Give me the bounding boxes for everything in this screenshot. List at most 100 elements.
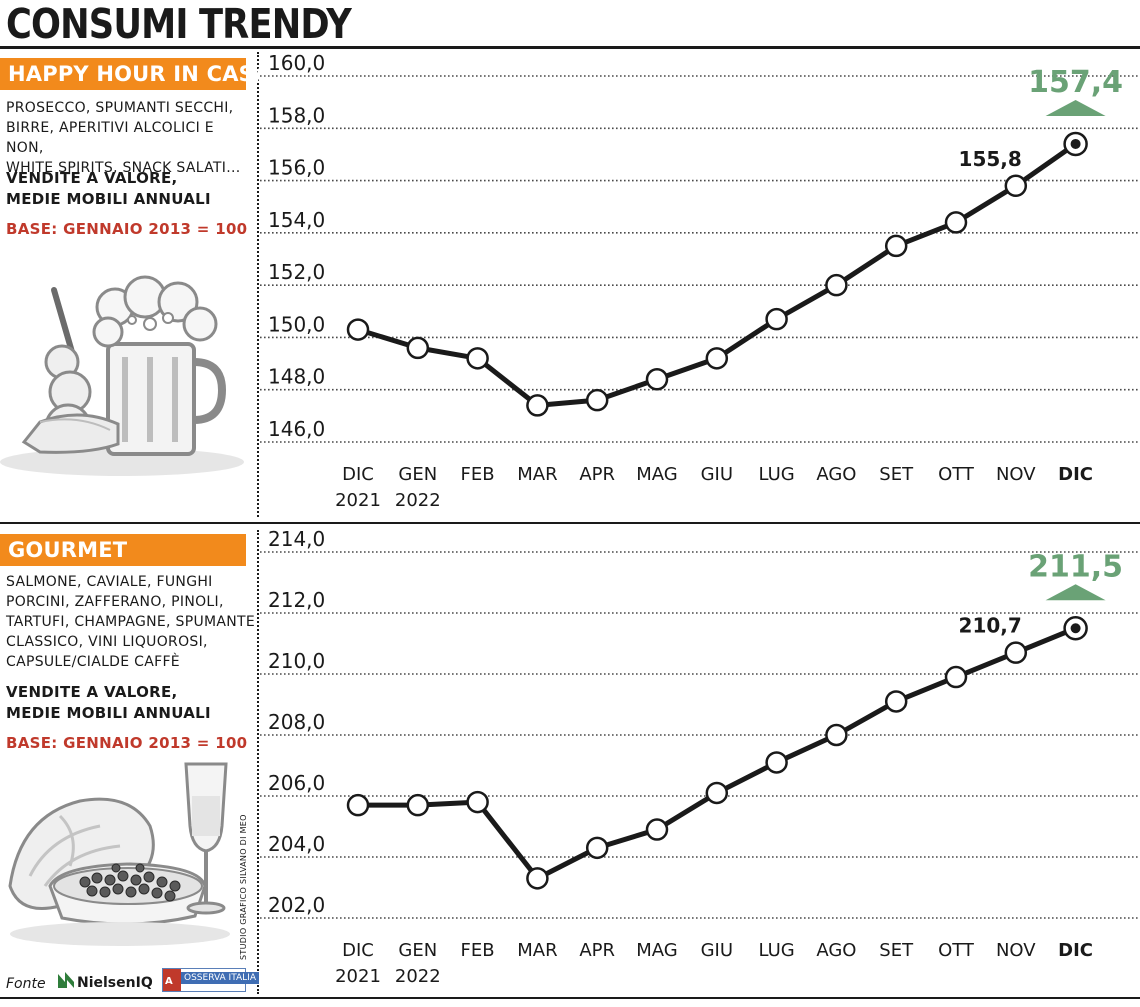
- data-label: 210,7: [959, 614, 1022, 638]
- data-point: [346, 793, 370, 817]
- source-osserva: OSSERVA ITALIA: [181, 972, 259, 984]
- gourmet-chart: 202,0 204,0 206,0 208,0 210,0 212,0 214,0 DIC 20…: [260, 528, 1138, 987]
- x-tick-label: GEN: [398, 464, 437, 485]
- data-point: [944, 665, 968, 689]
- page-title: CONSUMI TRENDY: [6, 0, 352, 48]
- nielsen-logo-icon: [58, 972, 74, 988]
- data-point: [585, 388, 609, 412]
- data-point: [884, 234, 908, 258]
- data-point-center: [1070, 138, 1081, 149]
- y-tick-label: 160,0: [268, 52, 325, 75]
- data-point: [526, 394, 549, 417]
- measure-line: VENDITE A VALORE,: [6, 683, 178, 701]
- final-value-label: 157,4: [1028, 65, 1123, 100]
- final-value-label: 211,5: [1028, 549, 1123, 584]
- desc-line: BIRRE, APERITIVI ALCOLICI E NON,: [6, 120, 214, 156]
- desc-line: WHITE SPIRITS, SNACK SALATI...: [6, 160, 241, 176]
- y-tick-label: 214,0: [268, 528, 325, 551]
- series-line: [358, 625, 1077, 881]
- studio-credit: STUDIO GRAFICO SILVANO DI MEO: [239, 814, 248, 960]
- x-tick-label: OTT: [938, 464, 975, 485]
- gourmet-illustration: [8, 762, 230, 946]
- x-tick-label: GIU: [701, 464, 733, 485]
- source-nielsen: NielsenIQ: [77, 975, 153, 991]
- desc-line: PORCINI, ZAFFERANO, PINOLI,: [6, 594, 224, 610]
- y-tick-label: 156,0: [268, 156, 325, 180]
- desc-line: TARTUFI, CHAMPAGNE, SPUMANTE: [6, 614, 256, 630]
- up-arrow-icon: [1045, 584, 1106, 601]
- beer-snack-illustration: [0, 275, 244, 476]
- y-tick-label: 206,0: [268, 771, 325, 795]
- x-tick-label: AGO: [816, 464, 856, 485]
- panel2-separator: [257, 530, 259, 994]
- x-tick-year-label: 2021: [335, 966, 381, 987]
- y-tick-label: 158,0: [268, 103, 325, 127]
- y-tick-label: 202,0: [268, 893, 325, 917]
- data-point: [944, 211, 968, 234]
- y-tick-label: 204,0: [268, 832, 325, 856]
- measure-line: MEDIE MOBILI ANNUALI: [6, 190, 211, 208]
- x-tick-label: LUG: [758, 464, 794, 485]
- x-tick-label: GIU: [701, 940, 733, 961]
- x-tick-label: LUG: [758, 940, 794, 961]
- y-tick-label: 152,0: [268, 260, 325, 284]
- data-point: [645, 818, 669, 841]
- x-tick-label: AGO: [816, 940, 856, 961]
- x-tick-label: GEN: [398, 940, 437, 961]
- x-tick-label: MAR: [517, 464, 557, 485]
- data-point: [1004, 641, 1028, 664]
- y-tick-label: 148,0: [268, 365, 325, 389]
- bottom-rule: [0, 997, 1140, 999]
- data-point: [526, 867, 549, 890]
- x-tick-label: NOV: [996, 940, 1036, 961]
- panel1-base: BASE: GENNAIO 2013 = 100: [6, 220, 248, 238]
- x-tick-label: MAR: [517, 940, 557, 961]
- x-tick-label: DIC: [342, 464, 374, 485]
- x-tick-label: APR: [579, 464, 615, 485]
- measure-line: VENDITE A VALORE,: [6, 169, 178, 187]
- panel1-description: PROSECCO, SPUMANTI SECCHI, BIRRE, APERIT…: [6, 98, 256, 178]
- data-label: 155,8: [959, 147, 1022, 171]
- up-arrow-icon: [1045, 99, 1106, 116]
- desc-line: SALMONE, CAVIALE, FUNGHI: [6, 574, 213, 590]
- x-tick-label: SET: [879, 464, 914, 485]
- x-tick-label: FEB: [461, 940, 495, 961]
- x-tick-label: DIC: [1058, 940, 1093, 961]
- x-tick-year-label: 2022: [395, 490, 441, 511]
- y-tick-label: 150,0: [268, 312, 325, 336]
- data-point: [765, 751, 788, 774]
- data-point: [884, 690, 908, 713]
- data-point: [825, 723, 848, 747]
- data-point: [825, 273, 848, 297]
- y-tick-label: 154,0: [268, 208, 325, 232]
- data-point: [466, 790, 489, 814]
- x-tick-label: MAG: [636, 464, 677, 485]
- x-tick-label: DIC: [1058, 464, 1093, 485]
- data-point: [645, 368, 669, 391]
- x-tick-year-label: 2022: [395, 966, 441, 987]
- x-tick-year-label: 2021: [335, 490, 381, 511]
- y-tick-label: 212,0: [268, 588, 325, 612]
- source-label: Fonte: [6, 976, 46, 992]
- y-tick-label: 210,0: [268, 649, 325, 673]
- y-tick-label: 208,0: [268, 710, 325, 734]
- data-point: [1004, 174, 1028, 198]
- x-tick-label: MAG: [636, 940, 677, 961]
- data-point: [406, 793, 430, 817]
- data-point: [765, 307, 788, 331]
- data-point: [406, 336, 430, 360]
- measure-line: MEDIE MOBILI ANNUALI: [6, 704, 211, 722]
- panel2-base: BASE: GENNAIO 2013 = 100: [6, 734, 248, 752]
- data-point-center: [1070, 623, 1081, 634]
- data-point: [705, 781, 729, 805]
- data-point: [585, 836, 609, 860]
- panel2-measure: VENDITE A VALORE, MEDIE MOBILI ANNUALI: [6, 682, 256, 724]
- panel1-banner: HAPPY HOUR IN CASA: [0, 58, 270, 90]
- x-tick-label: DIC: [342, 940, 374, 961]
- x-tick-label: FEB: [461, 464, 495, 485]
- osserva-logo: A OSSERVA ITALIA: [162, 968, 259, 992]
- happy-hour-chart: 146,0 148,0 150,0 152,0 154,0 156,0 158,0 160,0…: [260, 52, 1138, 511]
- title-rule: [0, 46, 1140, 49]
- svg-text:A: A: [165, 976, 173, 987]
- panel1-separator: [257, 52, 259, 517]
